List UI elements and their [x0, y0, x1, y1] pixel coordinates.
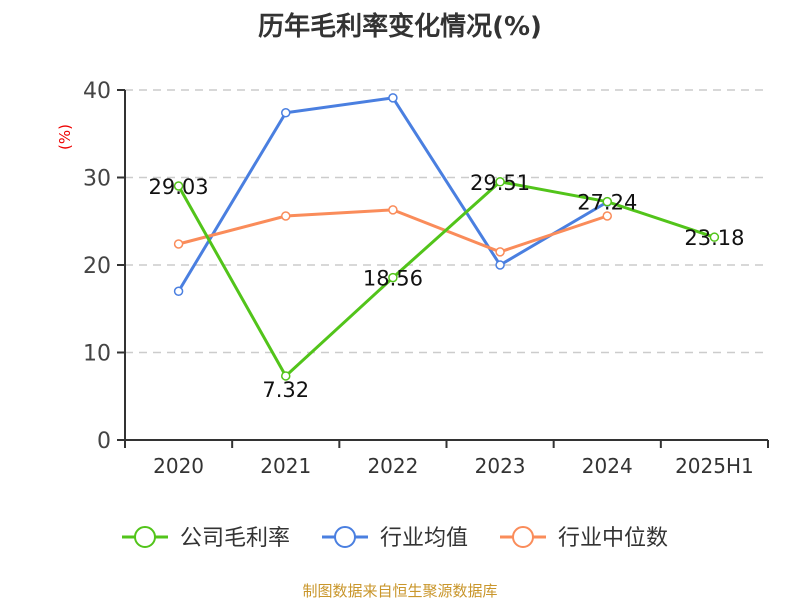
legend-label: 行业均值 [380, 526, 468, 551]
chart-title: 历年毛利率变化情况(%) [258, 12, 542, 42]
legend-marker [134, 526, 156, 548]
y-tick-label: 40 [83, 79, 111, 104]
data-point [173, 239, 184, 249]
y-tick-label: 10 [83, 342, 111, 367]
x-tick-label: 2020 [153, 454, 204, 478]
data-point [495, 247, 505, 257]
x-tick-label: 2022 [367, 454, 418, 478]
data-point [495, 260, 505, 270]
x-tick-label: 2025H1 [675, 454, 754, 478]
data-point [173, 181, 184, 191]
series-line [177, 96, 609, 293]
data-point [281, 371, 291, 381]
y-tick-label: 0 [97, 429, 111, 454]
series-line [177, 180, 715, 379]
legend-label: 公司毛利率 [180, 526, 290, 551]
data-point [602, 196, 612, 207]
y-tick-label: 20 [83, 254, 111, 279]
data-point [602, 211, 612, 221]
y-tick-label: 30 [83, 167, 111, 192]
data-point [709, 232, 720, 242]
data-label: 29.51 [470, 171, 530, 195]
legend-marker [334, 526, 356, 548]
source-note: 制图数据来自恒生聚源数据库 [302, 582, 498, 600]
data-point [388, 272, 398, 283]
x-tick-label: 2023 [475, 454, 526, 478]
data-label: 23.18 [684, 226, 744, 250]
data-label: 7.32 [262, 378, 309, 402]
legend-label: 行业中位数 [558, 526, 668, 551]
x-tick-label: 2021 [260, 454, 311, 478]
data-point [388, 93, 398, 103]
data-point [495, 177, 505, 187]
legend-marker [512, 526, 534, 548]
data-point [388, 205, 398, 215]
data-label: 18.56 [363, 267, 423, 291]
data-label: 27.24 [577, 191, 637, 215]
data-point [281, 108, 291, 118]
x-tick-label: 2024 [582, 454, 633, 478]
series-line [178, 208, 608, 254]
data-point [281, 211, 291, 221]
data-label: 29.03 [149, 175, 209, 199]
data-point [173, 286, 184, 296]
